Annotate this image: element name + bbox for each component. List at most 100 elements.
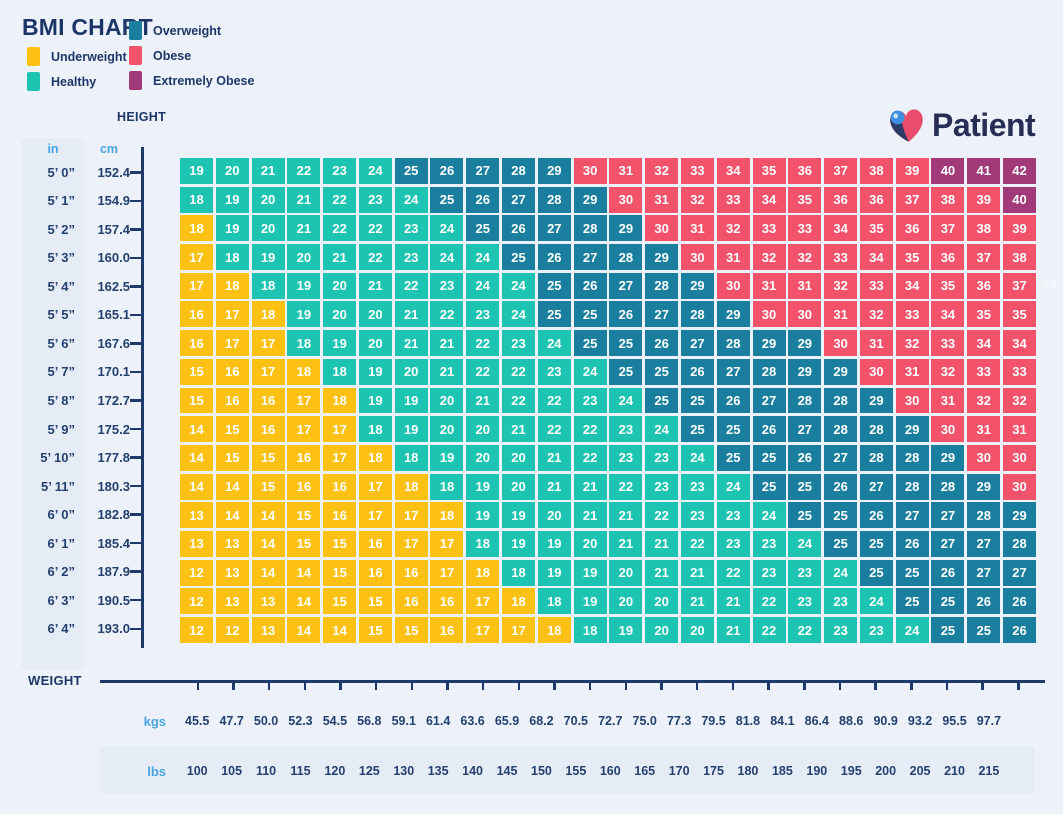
bmi-cell: 28 <box>680 301 714 328</box>
weight-tick <box>695 683 699 690</box>
bmi-cell: 20 <box>537 502 571 529</box>
bmi-cell: 22 <box>502 358 536 385</box>
bmi-cell: 24 <box>502 301 536 328</box>
kgs-value: 79.5 <box>701 714 726 728</box>
bmi-cell: 29 <box>573 186 607 213</box>
obese-swatch <box>129 46 142 65</box>
bmi-cell: 23 <box>609 416 643 443</box>
weight-tick <box>803 683 806 690</box>
height-in-value: 5’ 3” <box>47 250 75 266</box>
bmi-cell: 27 <box>537 215 571 242</box>
bmi-cell: 13 <box>215 588 249 615</box>
height-cm-value: 177.8 <box>97 450 130 466</box>
bmi-cell: 23 <box>859 617 893 643</box>
bmi-cell: 20 <box>430 387 464 414</box>
height-tick-row <box>130 615 141 644</box>
height-in-value: 6’ 1” <box>47 535 75 551</box>
lbs-slot: 135 <box>421 760 455 782</box>
bmi-cell: 30 <box>859 358 893 385</box>
legend-label: Healthy <box>51 74 97 89</box>
bmi-cell: 31 <box>824 301 858 328</box>
bmi-cell: 20 <box>323 301 357 328</box>
bmi-cell: 22 <box>752 617 786 643</box>
bmi-cell: 22 <box>358 215 392 242</box>
bmi-cell: 16 <box>358 559 392 586</box>
bmi-cell: 27 <box>967 531 1001 557</box>
underweight-swatch <box>27 47 40 66</box>
bmi-cell: 31 <box>716 244 750 270</box>
bmi-cell: 21 <box>251 158 285 184</box>
bmi-cell: 15 <box>180 387 213 414</box>
bmi-cell: 28 <box>573 215 607 242</box>
lbs-value: 115 <box>290 764 311 778</box>
bmi-cell: 27 <box>859 473 893 500</box>
bmi-cell: 25 <box>537 272 571 299</box>
bmi-cell: 21 <box>358 272 392 299</box>
bmi-cell: 20 <box>680 617 714 643</box>
bmi-cell: 23 <box>716 531 750 557</box>
kgs-value: 61.4 <box>425 714 451 728</box>
bmi-cell: 31 <box>895 358 929 385</box>
height-in-value: 5’ 0” <box>47 164 75 180</box>
lbs-value: 105 <box>221 764 243 778</box>
in-column-header: in <box>47 142 59 156</box>
kgs-slot: 59.1 <box>387 710 421 732</box>
bmi-cell: 24 <box>824 559 858 586</box>
bmi-cell: 27 <box>931 502 965 529</box>
bmi-cell: 18 <box>430 473 464 500</box>
height-tick-row <box>130 557 141 586</box>
bmi-cell: 22 <box>466 330 500 357</box>
height-row-cm: 175.2 <box>86 415 132 444</box>
bmi-cell: 26 <box>645 330 679 357</box>
bmi-cell: 29 <box>788 330 822 357</box>
bmi-cell: 19 <box>537 559 571 586</box>
bmi-cell: 18 <box>251 301 285 328</box>
bmi-cell: 18 <box>287 358 321 385</box>
bmi-cell: 30 <box>895 387 929 414</box>
lbs-value: 130 <box>393 764 415 778</box>
bmi-cell: 24 <box>716 473 750 500</box>
kgs-value: 63.6 <box>460 714 485 728</box>
bmi-cell: 22 <box>680 531 714 557</box>
lbs-label: lbs <box>147 764 166 779</box>
bmi-cell: 33 <box>752 215 786 242</box>
bmi-cell: 22 <box>788 617 822 643</box>
bmi-cell: 23 <box>824 617 858 643</box>
bmi-cell: 16 <box>251 387 285 414</box>
bmi-cell: 28 <box>537 186 571 213</box>
bmi-cell: 25 <box>895 559 929 586</box>
bmi-cell: 17 <box>502 617 536 643</box>
height-row-cm: 177.8 <box>86 443 132 472</box>
bmi-cell: 21 <box>680 588 714 615</box>
bmi-cell: 15 <box>323 588 357 615</box>
height-row-cm: 182.8 <box>86 500 132 529</box>
bmi-cell: 25 <box>430 186 464 213</box>
lbs-value: 150 <box>531 764 552 778</box>
bmi-cell: 25 <box>537 301 571 328</box>
weight-tick <box>838 683 842 690</box>
lbs-slot: 190 <box>800 760 834 782</box>
height-tick-row <box>130 215 141 244</box>
bmi-cell: 26 <box>680 358 714 385</box>
bmi-cell: 35 <box>788 186 822 213</box>
bmi-cell: 17 <box>251 330 285 357</box>
bmi-cell: 25 <box>895 588 929 615</box>
bmi-cell: 19 <box>573 559 607 586</box>
height-tick <box>130 199 141 203</box>
kgs-value: 50.0 <box>253 714 279 728</box>
bmi-cell: 23 <box>394 244 428 270</box>
bmi-cell: 33 <box>895 301 929 328</box>
kgs-value: 81.8 <box>735 714 761 728</box>
bmi-cell: 25 <box>645 358 679 385</box>
height-tick <box>130 313 141 317</box>
bmi-cell: 21 <box>609 531 643 557</box>
bmi-cell: 17 <box>251 358 285 385</box>
bmi-cell: 17 <box>358 473 392 500</box>
bmi-cell: 17 <box>180 244 213 270</box>
kgs-slot: 84.1 <box>765 710 799 732</box>
lbs-value: 185 <box>771 764 793 778</box>
extremely-obese-swatch <box>129 71 142 90</box>
weight-tick-slot <box>715 682 751 691</box>
bmi-cell: 20 <box>394 358 428 385</box>
bmi-cell: 23 <box>752 531 786 557</box>
